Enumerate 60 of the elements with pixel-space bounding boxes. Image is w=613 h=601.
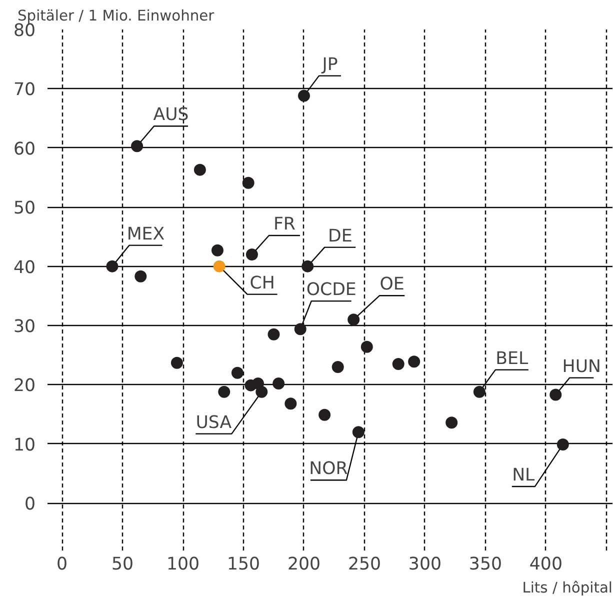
point bbox=[302, 260, 314, 272]
y-tick-label: 40 bbox=[13, 258, 36, 278]
point bbox=[298, 90, 310, 102]
y-tick-label: 20 bbox=[13, 376, 36, 396]
annotation: DE bbox=[328, 226, 352, 246]
x-tick-label: 350 bbox=[468, 554, 502, 574]
x-tick-label: 300 bbox=[408, 554, 442, 574]
y-tick-label: 0 bbox=[24, 494, 36, 515]
point bbox=[550, 388, 562, 401]
point bbox=[218, 386, 230, 398]
annotation: CH bbox=[250, 273, 275, 294]
point bbox=[360, 340, 373, 353]
y-tick-label: 30 bbox=[13, 317, 36, 338]
point bbox=[392, 358, 404, 370]
y-tick-label: 60 bbox=[13, 139, 36, 160]
y-tick-label: 70 bbox=[13, 80, 36, 100]
annotation: AUS bbox=[153, 105, 189, 126]
point bbox=[213, 260, 226, 272]
annotation: NL bbox=[512, 466, 536, 486]
point bbox=[318, 408, 331, 421]
point bbox=[272, 378, 285, 390]
point bbox=[294, 323, 306, 336]
point bbox=[256, 386, 268, 398]
point bbox=[332, 360, 344, 373]
x-tick-label: 50 bbox=[111, 554, 134, 574]
point bbox=[408, 356, 420, 368]
point bbox=[194, 164, 206, 176]
y-tick-label: 10 bbox=[13, 435, 36, 456]
point bbox=[170, 356, 183, 369]
point bbox=[106, 260, 118, 272]
point bbox=[556, 438, 569, 451]
point bbox=[131, 140, 144, 152]
x-axis-title: Lits / hôpital bbox=[522, 580, 613, 596]
y-tick-label: 50 bbox=[13, 198, 36, 219]
x-tick-label: 400 bbox=[529, 554, 562, 574]
x-tick-label: 150 bbox=[226, 554, 260, 574]
annotation: USA bbox=[196, 412, 232, 433]
annotation: NOR bbox=[309, 459, 348, 480]
x-tick-label: 100 bbox=[166, 554, 200, 574]
x-tick-label: 200 bbox=[287, 554, 321, 574]
point bbox=[134, 270, 147, 282]
x-tick-label: 250 bbox=[348, 554, 382, 574]
annotation: JP bbox=[321, 54, 338, 75]
point bbox=[473, 386, 486, 398]
annotation: OE bbox=[380, 274, 404, 295]
annotation: BEL bbox=[496, 348, 529, 369]
annotation: MEX bbox=[126, 224, 165, 244]
point bbox=[352, 426, 364, 438]
point bbox=[246, 248, 258, 260]
annotation: HUN bbox=[562, 356, 601, 377]
annotation: FR bbox=[273, 214, 296, 234]
point bbox=[284, 398, 297, 410]
point bbox=[231, 366, 244, 379]
point bbox=[211, 244, 224, 256]
point bbox=[446, 416, 458, 429]
point bbox=[268, 328, 280, 340]
point bbox=[242, 176, 254, 189]
annotation: OCDE bbox=[306, 280, 356, 300]
point bbox=[348, 314, 360, 326]
x-tick-label: 0 bbox=[56, 554, 68, 574]
